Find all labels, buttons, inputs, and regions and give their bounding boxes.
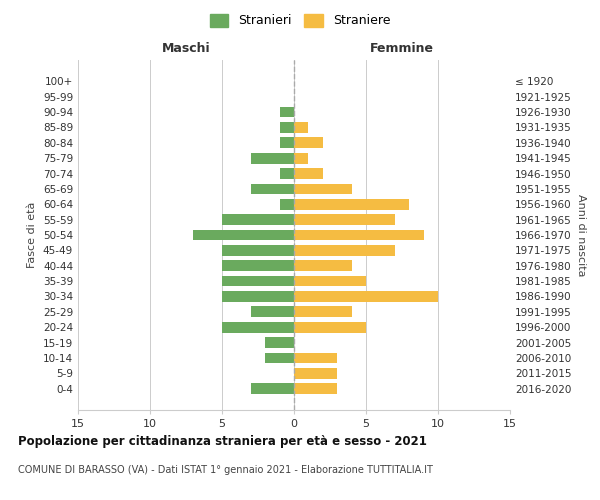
Text: Popolazione per cittadinanza straniera per età e sesso - 2021: Popolazione per cittadinanza straniera p… [18,435,427,448]
Bar [280,106,294,118]
Text: Maschi: Maschi [161,42,211,55]
Bar [294,276,366,286]
Bar [280,168,294,179]
Y-axis label: Fasce di età: Fasce di età [28,202,37,268]
Bar [222,276,294,286]
Bar [280,199,294,209]
Bar [294,322,366,332]
Bar [280,138,294,148]
Y-axis label: Anni di nascita: Anni di nascita [575,194,586,276]
Bar [294,384,337,394]
Text: COMUNE DI BARASSO (VA) - Dati ISTAT 1° gennaio 2021 - Elaborazione TUTTITALIA.IT: COMUNE DI BARASSO (VA) - Dati ISTAT 1° g… [18,465,433,475]
Bar [280,122,294,133]
Bar [222,245,294,256]
Bar [294,352,337,364]
Bar [222,214,294,225]
Bar [251,184,294,194]
Bar [294,199,409,209]
Bar [251,153,294,164]
Bar [294,122,308,133]
Bar [251,306,294,317]
Bar [265,337,294,348]
Bar [265,352,294,364]
Bar [294,168,323,179]
Bar [294,153,308,164]
Text: Femmine: Femmine [370,42,434,55]
Bar [294,230,424,240]
Bar [294,368,337,378]
Bar [294,260,352,271]
Bar [222,291,294,302]
Legend: Stranieri, Straniere: Stranieri, Straniere [205,8,395,32]
Bar [251,384,294,394]
Bar [222,322,294,332]
Bar [294,291,438,302]
Bar [294,184,352,194]
Bar [294,214,395,225]
Bar [222,260,294,271]
Bar [294,245,395,256]
Bar [193,230,294,240]
Bar [294,138,323,148]
Bar [294,306,352,317]
